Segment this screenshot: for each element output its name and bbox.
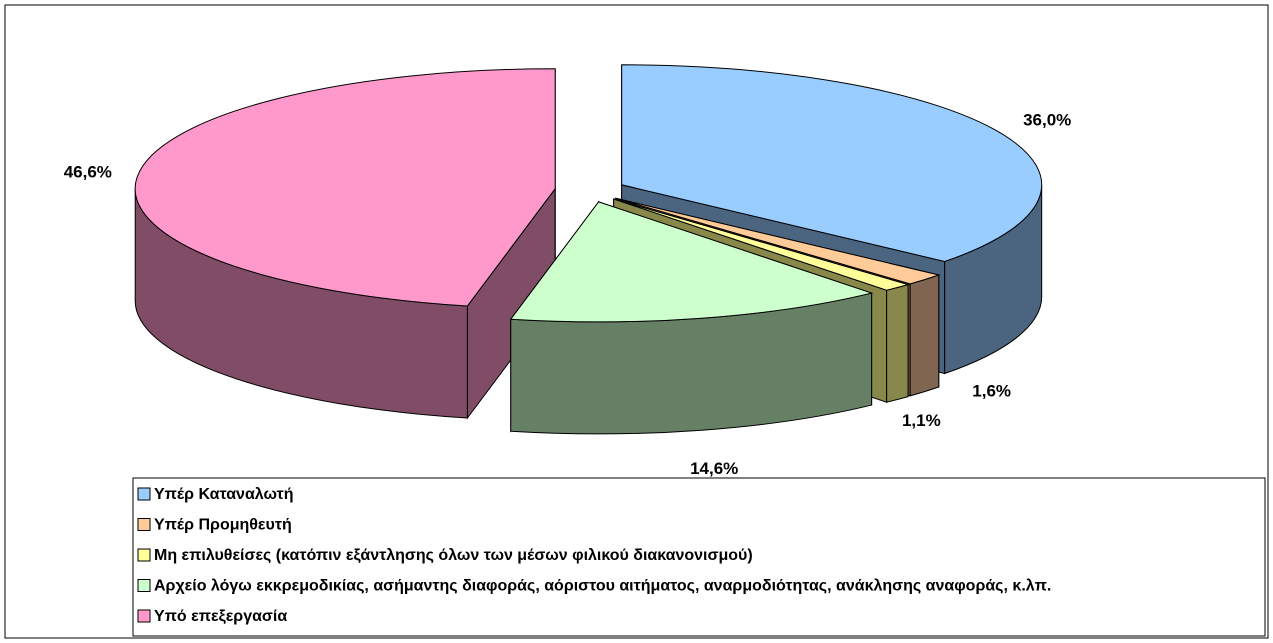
legend-label: Αρχείο λόγω εκκρεμοδικίας, ασήμαντης δια… <box>154 578 1051 595</box>
data-label: 1,1% <box>902 411 941 430</box>
legend-swatch <box>137 548 151 562</box>
legend-label: Υπέρ Προμηθευτή <box>154 517 292 534</box>
data-label: 36,0% <box>1023 111 1071 130</box>
legend-box <box>132 477 1266 637</box>
legend-swatch <box>137 518 151 531</box>
legend-label: Μη επιλυθείσες (κατόπιν εξάντλησης όλων … <box>154 547 753 564</box>
legend-swatch <box>137 609 151 623</box>
data-label: 1,6% <box>972 381 1011 400</box>
slice-wall <box>909 274 940 397</box>
legend-label: Υπό επεξεργασία <box>154 608 287 625</box>
data-label: 14,6% <box>690 459 738 478</box>
legend-swatch <box>137 579 151 592</box>
legend-label: Υπέρ Καταναλωτή <box>154 486 293 503</box>
slice-wall <box>886 283 909 403</box>
legend-swatch <box>137 487 151 501</box>
data-label: 46,6% <box>64 162 112 181</box>
slice <box>615 197 941 285</box>
slice <box>134 68 556 307</box>
slice <box>621 64 1043 263</box>
slice <box>613 198 910 291</box>
slice <box>509 201 874 323</box>
